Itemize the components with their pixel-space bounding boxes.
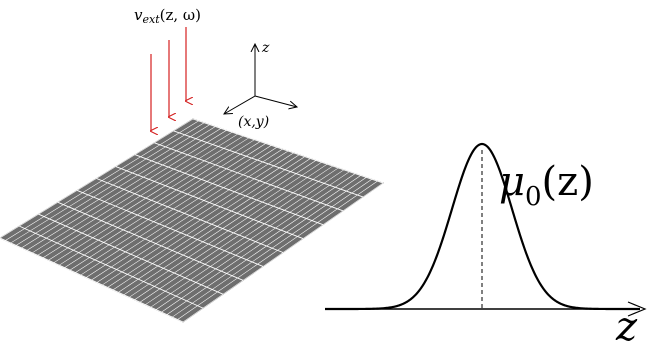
sheet-grid-line [154, 142, 344, 212]
sheet-grid-line [38, 213, 224, 295]
axis-z-label: z [261, 40, 270, 56]
sheet-grid-line [192, 118, 384, 184]
potential-subscript: ext [142, 13, 160, 26]
sheet-grid-line [96, 178, 284, 253]
sheet-grid-line [115, 166, 304, 240]
sheet-grid-line [173, 130, 364, 198]
axis-xy-label: (x,y) [238, 114, 269, 130]
sheet-grid-line [134, 154, 324, 226]
profile-axis-label: z [615, 304, 638, 341]
profile-label: μ0(z) [499, 159, 594, 212]
profile-subscript: 0 [525, 182, 542, 212]
sheet-grid-line [77, 189, 264, 267]
profile-mu: μ [499, 159, 525, 205]
axis-y-arrow [224, 95, 256, 114]
potential-args: (z, ω) [160, 6, 201, 24]
density-profile: μ0(z) z [325, 142, 647, 341]
potential-v: v [134, 6, 143, 24]
potential-label: vext(z, ω) [134, 6, 201, 26]
coordinate-axes: z (x,y) [224, 40, 297, 130]
profile-args: (z) [542, 159, 594, 205]
potential-arrows [151, 27, 186, 131]
profile-arrowhead [627, 301, 647, 317]
profile-curve [325, 142, 640, 311]
sheet-grid-line [57, 201, 244, 281]
sheet-grid-line [0, 237, 184, 323]
sheet-grid-line [19, 225, 204, 309]
grid-sheet [0, 118, 384, 323]
sheet-grid-lines [0, 118, 384, 323]
axis-x-arrow [254, 95, 297, 107]
